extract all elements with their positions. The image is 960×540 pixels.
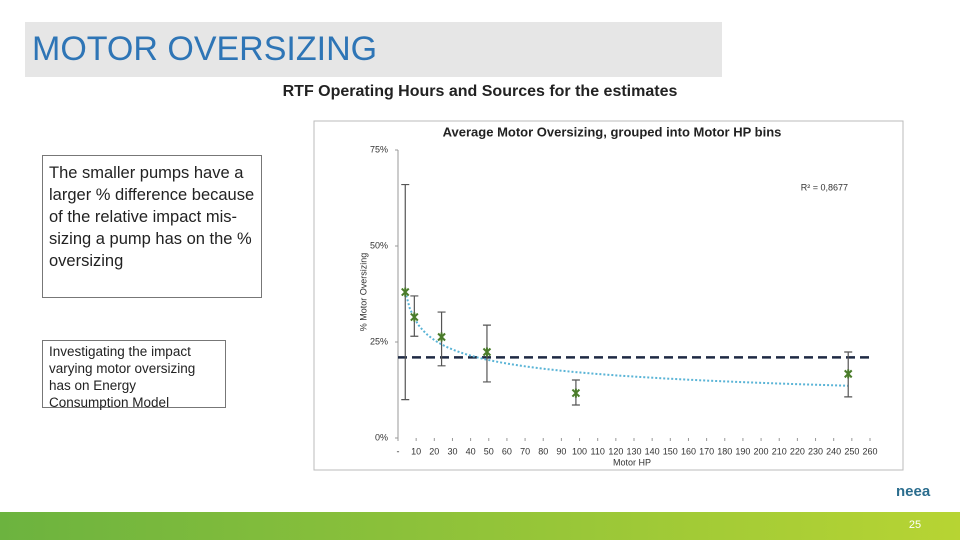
note-box: The smaller pumps have a larger % differ…	[42, 155, 262, 298]
annotation: R² = 0,8677	[801, 182, 848, 192]
x-tick-label: 190	[735, 446, 750, 456]
x-axis-label: Motor HP	[613, 457, 651, 467]
x-tick-label: 210	[772, 446, 787, 456]
x-tick-label: 120	[608, 446, 623, 456]
x-tick-label: 180	[717, 446, 732, 456]
x-tick-label: 230	[808, 446, 823, 456]
x-tick-label: 110	[591, 446, 605, 456]
data-point	[437, 332, 446, 342]
y-tick-label: 0%	[375, 432, 388, 442]
y-tick-label: 75%	[370, 144, 388, 154]
x-tick-label: 100	[572, 446, 587, 456]
x-tick-label: 240	[826, 446, 841, 456]
chart: Average Motor Oversizing, grouped into M…	[313, 120, 904, 471]
x-tick-label: 60	[502, 446, 512, 456]
y-axis-label: % Motor Oversizing	[358, 253, 368, 332]
x-tick-label: 150	[663, 446, 678, 456]
data-point	[401, 287, 410, 297]
x-tick-label: 250	[844, 446, 859, 456]
subtitle: RTF Operating Hours and Sources for the …	[282, 83, 678, 100]
x-tick-label: -	[397, 446, 400, 456]
footer-bar	[0, 512, 960, 540]
x-tick-label: 90	[556, 446, 566, 456]
x-tick-label: 260	[862, 446, 877, 456]
chart-title: Average Motor Oversizing, grouped into M…	[443, 124, 782, 139]
y-tick-label: 25%	[370, 336, 388, 346]
data-point	[571, 388, 581, 398]
page-number: 25	[908, 519, 922, 531]
x-tick-label: 160	[681, 446, 696, 456]
trendline	[404, 291, 849, 387]
title-bar	[25, 22, 722, 77]
x-tick-label: 170	[699, 446, 714, 456]
slide-title: MOTOR OVERSIZING	[32, 30, 378, 68]
note-box: Investigating the impact varying motor o…	[42, 340, 226, 410]
data-point	[482, 347, 492, 357]
x-tick-label: 20	[429, 446, 439, 456]
x-tick-label: 50	[484, 446, 494, 456]
x-tick-label: 40	[466, 446, 476, 456]
data-point	[410, 312, 419, 322]
x-tick-label: 10	[411, 446, 421, 456]
x-tick-label: 220	[790, 446, 805, 456]
chart-frame	[313, 120, 904, 471]
x-tick-label: 70	[520, 446, 530, 456]
x-tick-label: 30	[447, 446, 457, 456]
x-tick-label: 80	[538, 446, 548, 456]
logo: neea	[896, 483, 931, 500]
x-tick-label: 140	[645, 446, 660, 456]
y-tick-label: 50%	[370, 240, 388, 250]
x-tick-label: 130	[626, 446, 641, 456]
data-point	[844, 369, 853, 379]
x-tick-label: 200	[754, 446, 769, 456]
